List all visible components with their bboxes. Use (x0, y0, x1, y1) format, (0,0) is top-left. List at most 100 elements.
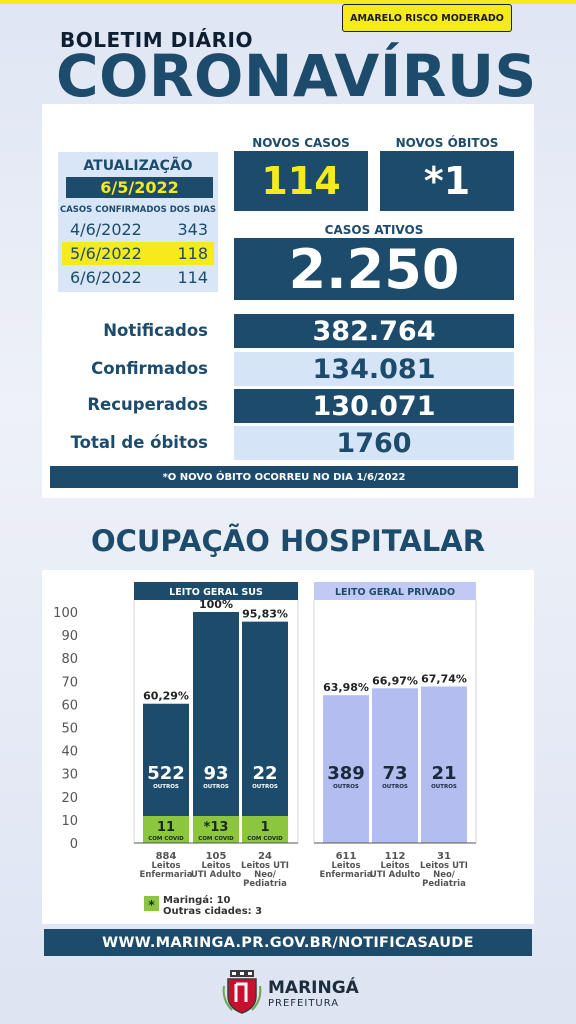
bed-type-label: Leitos UTI (241, 861, 289, 871)
group-header (134, 582, 298, 600)
bulletin-label: BOLETIM DIÁRIO (60, 28, 253, 52)
bed-type-label: Leitos UTI (420, 861, 468, 871)
outros-count-label: 22 (252, 763, 277, 784)
bed-type-label: UTI Adulto (191, 870, 242, 880)
outros-caption: OUTROS (333, 784, 359, 790)
y-tick-label: 30 (61, 768, 78, 783)
y-tick-label: 40 (61, 745, 78, 760)
occupancy-pct-label: 95,83% (242, 608, 288, 621)
risk-level-badge: AMARELO RISCO MODERADO (342, 4, 512, 32)
bed-type-label: Enfermaria (320, 870, 373, 880)
stat-label-notified: Notificados (103, 321, 208, 340)
new-cases-value: 114 (234, 151, 368, 211)
covid-count-label: 1 (260, 820, 269, 835)
total-beds-label: 105 (206, 851, 227, 862)
stat-value-recovered: 130.071 (234, 389, 514, 423)
update-title: ATUALIZAÇÃO (83, 158, 193, 174)
covid-caption: COM COVID (247, 836, 283, 842)
legend-line: Maringá: 10 (163, 894, 231, 906)
update-box (58, 152, 218, 292)
outros-count-label: 522 (147, 763, 185, 784)
day-count: 118 (177, 244, 208, 263)
y-tick-label: 10 (61, 814, 78, 829)
bar-segment-outros (421, 686, 467, 843)
bed-type-label: Neo/ (254, 870, 277, 880)
hospital-title: OCUPAÇÃO HOSPITALAR (90, 524, 486, 558)
occupancy-pct-label: 66,97% (372, 674, 418, 687)
prefeitura-logo: MARINGÁ PREFEITURA (222, 968, 362, 1018)
bar-segment-outros (242, 621, 288, 816)
active-cases-value: 2.250 (234, 238, 514, 301)
y-tick-label: 50 (61, 722, 78, 737)
day-count: 343 (177, 220, 208, 239)
active-cases-label: CASOS ATIVOS (324, 223, 424, 237)
bed-type-label: Neo/ (433, 870, 456, 880)
bar-segment-covid (242, 816, 288, 843)
bed-type-label: Pediatria (243, 879, 287, 889)
y-tick-label: 100 (53, 606, 78, 621)
outros-caption: OUTROS (431, 784, 457, 790)
total-beds-label: 24 (258, 851, 272, 862)
covid-count-label: *13 (204, 820, 229, 835)
bar-segment-outros (193, 612, 239, 816)
total-beds-label: 112 (385, 851, 406, 862)
day-date: 4/6/2022 (70, 220, 142, 239)
outros-caption: OUTROS (252, 784, 278, 790)
bar-segment-outros (323, 695, 369, 843)
stat-label-confirmed: Confirmados (91, 359, 208, 378)
y-tick-label: 20 (61, 791, 78, 806)
legend-swatch (144, 896, 159, 911)
bed-type-label: UTI Adulto (370, 870, 421, 880)
bar-segment-outros (143, 703, 189, 816)
page-title: CORONAVÍRUS (56, 42, 537, 110)
death-note: *O NOVO ÓBITO OCORREU NO DIA 1/6/2022 (50, 466, 518, 488)
total-beds-label: 884 (156, 851, 177, 862)
bed-type-label: Enfermaria (140, 870, 193, 880)
new-cases-label: NOVOS CASOS (252, 136, 350, 150)
top-accent-line (0, 0, 576, 4)
logo-subtitle: PREFEITURA (268, 998, 340, 1009)
occupancy-pct-label: 60,29% (143, 690, 189, 703)
legend-line: Outras cidades: 3 (163, 906, 262, 917)
bar-segment-covid (193, 816, 239, 843)
group-header-label: LEITO GERAL PRIVADO (335, 587, 455, 598)
occupancy-pct-label: 67,74% (421, 673, 467, 686)
total-beds-label: 611 (336, 851, 357, 862)
bar-segment-outros (372, 688, 418, 843)
day-row: 6/6/2022 114 (62, 266, 214, 289)
day-date: 6/6/2022 (70, 268, 142, 287)
total-beds-label: 31 (437, 851, 451, 862)
update-date: 6/5/2022 (66, 177, 213, 198)
y-tick-label: 80 (61, 652, 78, 667)
outros-caption: OUTROS (203, 784, 229, 790)
logo-name: MARINGÁ (268, 978, 359, 998)
coat-of-arms-icon (222, 970, 262, 1014)
outros-count-label: 93 (203, 763, 228, 784)
day-count: 114 (177, 268, 208, 287)
bar-segment-covid (143, 816, 189, 843)
outros-count-label: 389 (327, 763, 365, 784)
y-tick-label: 70 (61, 675, 78, 690)
outros-count-label: 73 (382, 763, 407, 784)
bed-type-label: Leitos (151, 861, 180, 871)
day-date: 5/6/2022 (70, 244, 142, 263)
group-header-label: LEITO GERAL SUS (169, 587, 263, 598)
new-deaths-label: NOVOS ÓBITOS (395, 136, 499, 150)
outros-count-label: 21 (431, 763, 456, 784)
update-subtitle: CASOS CONFIRMADOS DOS DIAS (59, 205, 217, 215)
y-tick-label: 60 (61, 698, 78, 713)
covid-caption: COM COVID (198, 836, 234, 842)
occupancy-pct-label: 100% (199, 598, 233, 611)
outros-caption: OUTROS (382, 784, 408, 790)
occupancy-pct-label: 63,98% (323, 681, 369, 694)
group-header (314, 582, 476, 600)
stat-label-deaths: Total de óbitos (70, 433, 208, 452)
legend-symbol: * (148, 898, 155, 912)
stat-value-notified: 382.764 (234, 314, 514, 348)
bed-type-label: Pediatria (422, 879, 466, 889)
notification-url[interactable]: WWW.MARINGA.PR.GOV.BR/NOTIFICASAUDE (44, 929, 532, 956)
stat-label-recovered: Recuperados (87, 395, 208, 414)
y-tick-label: 90 (61, 629, 78, 644)
bed-type-label: Leitos (201, 861, 230, 871)
